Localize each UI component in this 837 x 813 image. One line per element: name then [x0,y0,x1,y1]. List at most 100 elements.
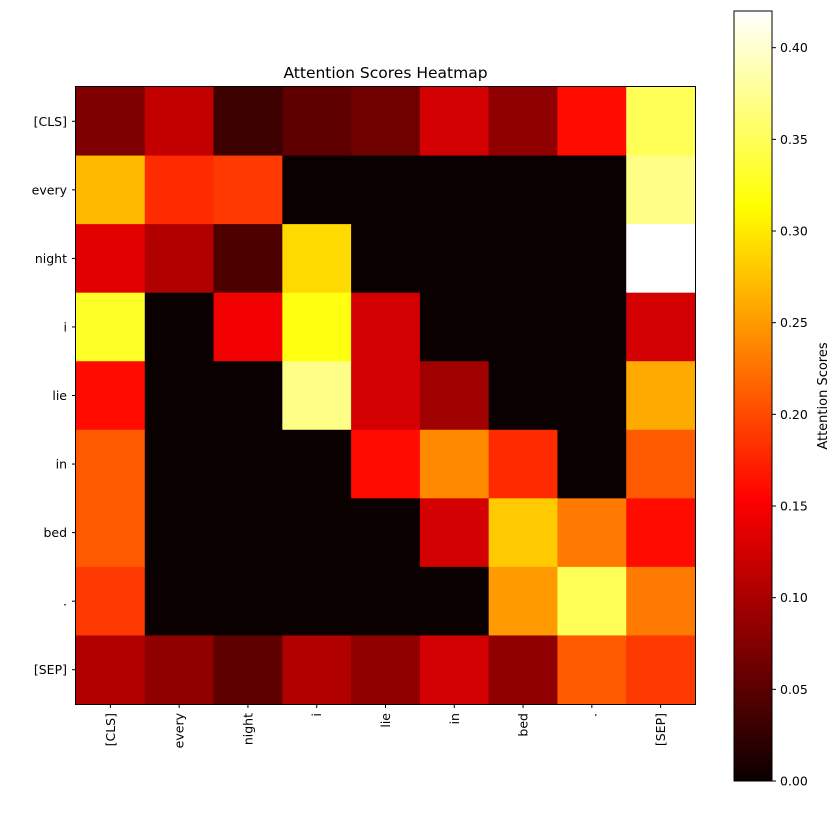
heatmap-cell [282,361,352,431]
heatmap-cell [282,292,352,362]
heatmap-cell [76,87,146,157]
heatmap-cell [144,361,215,431]
colorbar-gradient [734,11,772,781]
colorbar-tick-label: 0.05 [780,682,808,697]
heatmap-cell [213,361,283,431]
heatmap-cell [626,498,696,568]
heatmap-cell [419,87,490,157]
colorbar: 0.00 0.05 0.10 0.15 0.20 0.25 0.30 0.35 0.40 Att… [733,10,831,789]
x-tick-label: lie [378,713,393,728]
colorbar-frame [733,10,773,782]
heatmap-cell [76,361,146,431]
heatmap-cell [488,87,559,157]
heatmap-cell [419,361,490,431]
heatmap-cell [488,635,559,705]
heatmap-cell [626,155,696,225]
y-tick-label: i [64,319,67,334]
y-tick-label: . [63,594,67,609]
heatmap-cell [144,566,215,637]
heatmap-cell [626,87,696,157]
y-axis: [CLS] every night i lie in bed. [SEP] [32,114,76,677]
x-tick-label: every [172,712,187,748]
heatmap-cell [76,566,146,637]
heatmap-cell [351,87,421,157]
chart-title: Attention Scores Heatmap [283,64,487,82]
heatmap-cell [626,566,696,637]
heatmap-cell [282,155,352,225]
heatmap-cell [282,87,352,157]
colorbar-tick-label: 0.00 [780,774,808,789]
heatmap-cell [557,361,627,431]
heatmap-cells [76,87,696,705]
y-tick-label: in [56,457,67,472]
heatmap-cell [626,429,696,499]
colorbar-tick-label: 0.15 [780,499,808,514]
colorbar-tick-label: 0.35 [780,132,808,147]
heatmap-cell [213,292,283,362]
x-tick-label: [CLS] [103,713,118,746]
heatmap-cell [626,361,696,431]
heatmap-cell [76,498,146,568]
y-tick-label: lie [52,388,67,403]
heatmap-cell [76,429,146,499]
heatmap-cell [282,566,352,637]
heatmap-cell [419,155,490,225]
heatmap-cell [419,635,490,705]
heatmap-cell [626,635,696,705]
heatmap-cell [76,635,146,705]
y-tick-label: [SEP] [34,662,67,677]
heatmap-cell [351,292,421,362]
y-tick-label: every [32,182,68,197]
colorbar-tick-label: 0.10 [780,590,808,605]
heatmap-cell [213,429,283,499]
heatmap-cell [488,361,559,431]
x-tick-label: i [309,713,324,716]
heatmap-cell [351,361,421,431]
heatmap-cell [213,566,283,637]
heatmap-cell [557,224,627,294]
x-tick-label: night [240,713,255,745]
heatmap-cell [144,635,215,705]
heatmap-cell [557,635,627,705]
heatmap-cell [144,224,215,294]
heatmap-cell [351,566,421,637]
heatmap-cell [76,224,146,294]
heatmap-cell [144,429,215,499]
heatmap-cell [76,292,146,362]
heatmap-cell [419,566,490,637]
heatmap-cell [282,224,352,294]
heatmap-cell [488,429,559,499]
colorbar-ticks: 0.00 0.05 0.10 0.15 0.20 0.25 0.30 0.35 0.40 [772,40,808,789]
y-tick-label: bed [43,525,67,540]
heatmap-cell [282,635,352,705]
heatmap-cell [419,224,490,294]
heatmap-cell [282,498,352,568]
y-tick-label: [CLS] [34,114,67,129]
heatmap-cell [213,155,283,225]
heatmap-cell [557,87,627,157]
x-tick-label: in [447,713,462,724]
colorbar-tick-label: 0.30 [780,224,808,239]
heatmap-cell [144,292,215,362]
heatmap-cell [488,566,559,637]
heatmap-cell [488,224,559,294]
colorbar-tick-label: 0.20 [780,407,808,422]
heatmap-cell [351,498,421,568]
heatmap-cell [626,292,696,362]
heatmap-cell [419,292,490,362]
heatmap-cell [213,635,283,705]
heatmap-cell [144,87,215,157]
heatmap-cell [557,498,627,568]
heatmap-cell [351,429,421,499]
heatmap-cell [488,498,559,568]
heatmap-cell [419,429,490,499]
y-tick-label: night [35,251,67,266]
heatmap-cell [557,292,627,362]
heatmap-cell [351,155,421,225]
heatmap-cell [213,224,283,294]
heatmap-cell [419,498,490,568]
heatmap-cell [557,429,627,499]
heatmap-cell [626,224,696,294]
colorbar-label: Attention Scores [816,342,831,450]
